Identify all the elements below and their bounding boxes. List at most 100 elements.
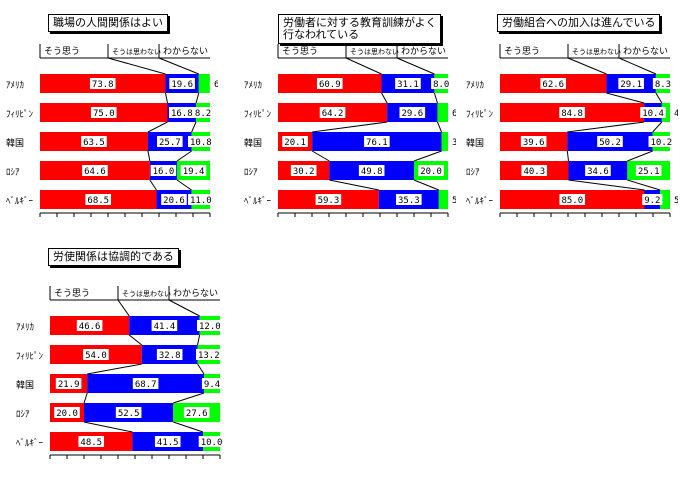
category-label: ﾌｨﾘﾋﾟﾝ	[244, 110, 272, 120]
value-label: 16.8	[171, 109, 193, 119]
value-label-box	[168, 107, 195, 118]
value-label: 20.0	[420, 167, 442, 177]
value-label-box	[642, 194, 663, 205]
value-label: 11.0	[190, 196, 212, 206]
value-label: 21.9	[58, 380, 80, 390]
stacked-bar-chart: そう思う そうは思わない わからない 46.6 41.4 12.0 54.0 32.8 13.2…	[49, 286, 225, 459]
connector-line	[147, 150, 151, 162]
connector-line	[627, 150, 653, 162]
value-label: 63.5	[83, 138, 105, 148]
value-label-box	[201, 378, 223, 389]
value-label-box	[150, 165, 177, 176]
value-label: 41.5	[157, 438, 179, 448]
value-label-box	[180, 165, 207, 176]
connector-line	[433, 92, 438, 104]
value-label: 29.1	[620, 80, 642, 90]
value-label-box	[395, 78, 421, 89]
category-label: 韓国	[6, 139, 25, 149]
connector-line	[197, 363, 205, 375]
value-label: 76.1	[366, 138, 388, 148]
value-label: 25.7	[159, 138, 181, 148]
category-label: 韓国	[16, 381, 35, 391]
value-label-box	[83, 349, 109, 360]
value-label: 41.4	[154, 322, 176, 332]
value-label-box	[319, 107, 346, 118]
value-label: 6.5	[214, 80, 218, 90]
value-label-box	[76, 320, 103, 331]
value-label-box	[585, 165, 611, 176]
value-label: 13.2	[198, 351, 220, 361]
value-label-box	[90, 107, 117, 118]
value-label: 64.2	[322, 109, 344, 119]
category-label: ﾌｨﾘﾋﾟﾝ	[466, 110, 494, 120]
value-label: 29.6	[402, 109, 424, 119]
value-label-box	[169, 78, 195, 89]
value-label-box	[188, 136, 214, 147]
connector-line	[652, 121, 663, 133]
value-label-box	[161, 194, 187, 205]
value-label: 3.8	[452, 138, 456, 148]
value-label-box	[85, 194, 112, 205]
category-label: ﾛｼｱ	[16, 410, 30, 420]
legend-label: そう思う	[282, 46, 318, 57]
value-label: 12.0	[199, 322, 221, 332]
value-label: 16.0	[153, 167, 175, 177]
connector-line	[168, 299, 200, 317]
value-label-box	[640, 107, 666, 118]
connector-line	[147, 121, 168, 133]
value-label-box	[151, 320, 178, 331]
chart-title: 労働者に対する教育訓練がよく 行なわれている	[278, 14, 442, 44]
value-label: 10.4	[642, 109, 664, 119]
value-label-box	[559, 107, 585, 118]
value-label: 34.6	[587, 167, 609, 177]
bar-segment	[661, 103, 670, 122]
category-label: ﾛｼｱ	[466, 168, 480, 178]
category-label: ﾍﾞﾙｷﾞｰ	[16, 439, 44, 449]
legend-label: そうは思わない	[350, 48, 399, 56]
legend-label: そうは思わない	[122, 290, 171, 298]
value-label-box	[55, 378, 82, 389]
value-label: 20.1	[284, 138, 306, 148]
value-label-box	[399, 107, 426, 118]
chart-title: 労働組合への加入は進んでいる	[497, 14, 661, 32]
value-label-box	[520, 136, 547, 147]
value-label: 39.6	[523, 138, 545, 148]
value-label: 6.2	[452, 109, 456, 119]
value-label: 8.2	[195, 109, 211, 119]
value-label-box	[197, 320, 223, 331]
connector-line	[618, 57, 657, 75]
connector-line	[87, 363, 142, 375]
value-label: 20.0	[56, 409, 78, 419]
value-label: 59.3	[318, 196, 340, 206]
value-label: 68.5	[87, 196, 109, 206]
value-label: 49.8	[361, 167, 383, 177]
value-label: 9.2	[644, 196, 660, 206]
value-label: 10.2	[651, 138, 673, 148]
connector-line	[83, 392, 88, 404]
value-label: 62.6	[542, 80, 564, 90]
value-label-box	[521, 165, 548, 176]
value-label-box	[315, 194, 342, 205]
value-label-box	[154, 436, 181, 447]
value-label: 64.6	[84, 167, 106, 177]
bar-segment	[441, 132, 448, 151]
value-label-box	[82, 165, 108, 176]
connector-line	[413, 179, 440, 191]
value-label-box	[364, 136, 390, 147]
value-label: 10.0	[201, 438, 223, 448]
legend-label: そうは思わない	[572, 48, 621, 56]
value-label: 48.5	[80, 438, 102, 448]
value-label-box	[81, 136, 107, 147]
bar-segment	[438, 190, 448, 209]
value-label-box	[115, 407, 142, 418]
category-label: ﾛｼｱ	[244, 168, 258, 178]
connector-line	[566, 150, 570, 162]
connector-line	[329, 179, 379, 191]
category-label: ﾛｼｱ	[6, 168, 20, 178]
legend-label: そう思う	[44, 46, 80, 57]
value-label-box	[54, 407, 80, 418]
bar-segment	[660, 190, 670, 209]
value-label-box	[618, 78, 644, 89]
